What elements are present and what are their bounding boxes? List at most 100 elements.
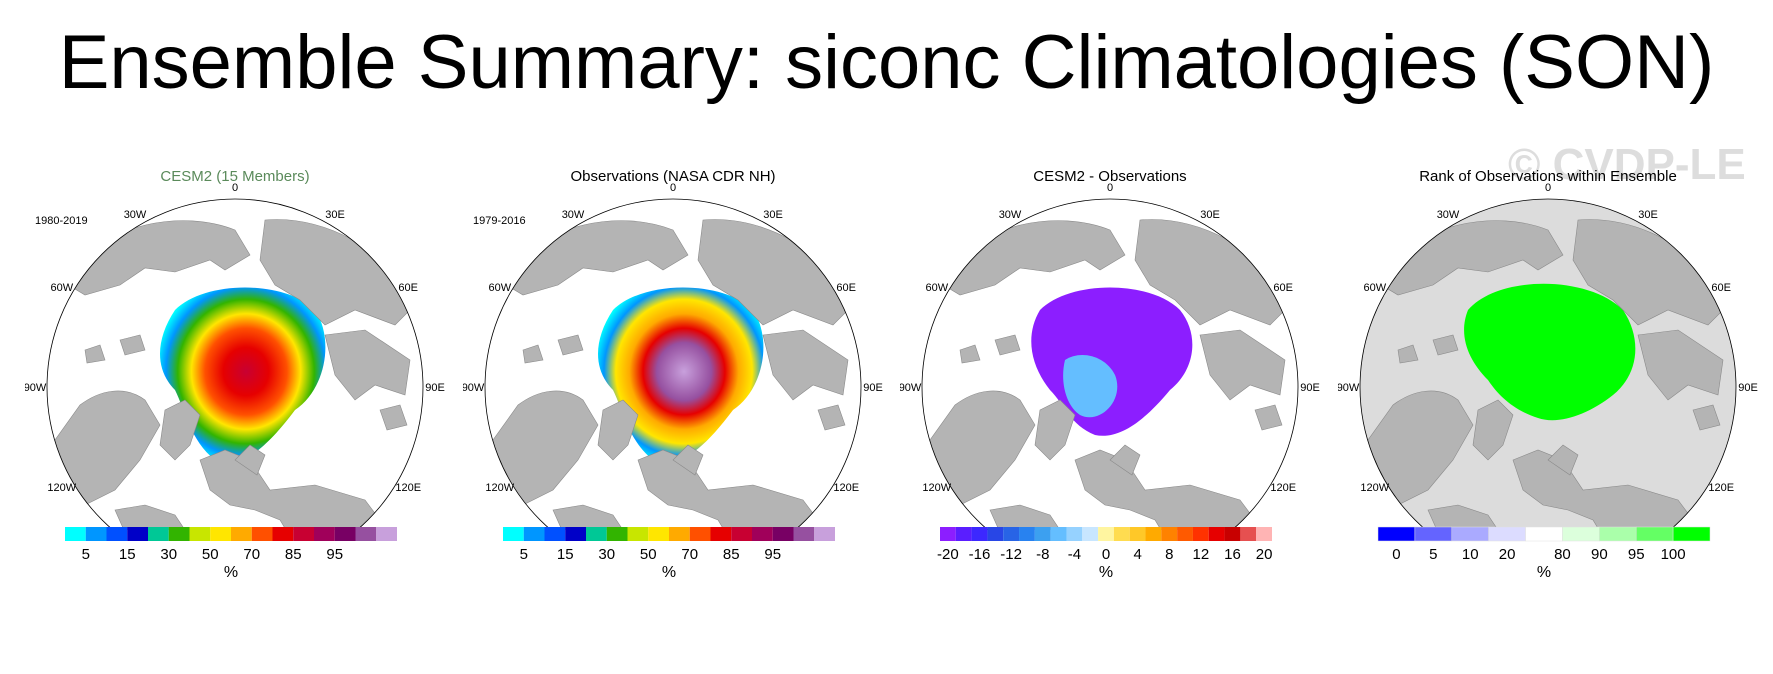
- colorbar-tick: -16: [969, 546, 991, 563]
- polar-map: 180150W150E120W120E90W90E60W60E30W30E0: [900, 182, 1320, 530]
- colorbar-tick: 20: [1499, 546, 1516, 563]
- colorbar-swatch: [955, 527, 972, 541]
- landmass: [994, 334, 1021, 356]
- colorbar-tick: 80: [1554, 546, 1571, 563]
- colorbar-tick: 95: [764, 546, 781, 563]
- lon-label-30e: 30E: [763, 209, 783, 221]
- sea-ice-field: [1464, 283, 1636, 421]
- colorbar-tick: 15: [119, 546, 136, 563]
- colorbar-swatch: [1635, 526, 1674, 542]
- colorbar-swatch: [1129, 527, 1146, 541]
- lon-label-90e: 90E: [425, 382, 445, 394]
- colorbar-swatch: [731, 527, 752, 541]
- colorbar-swatch: [272, 527, 294, 541]
- colorbar-swatch: [1192, 527, 1209, 541]
- colorbar-swatch: [376, 527, 397, 541]
- map-border: [921, 198, 1299, 530]
- colorbar-tick: -4: [1068, 546, 1081, 563]
- colorbar-swatch: [772, 527, 794, 541]
- colorbar-swatch: [231, 527, 252, 541]
- colorbar-tick: -12: [1000, 546, 1022, 563]
- colorbar: -20 -16 -12 -8 -4 0 4 8 12 16 20%: [937, 527, 1272, 581]
- colorbar-tick: 95: [326, 546, 343, 563]
- colorbar-swatch: [940, 527, 956, 541]
- colorbar-tick: -20: [937, 546, 959, 563]
- lon-label-90w: 90W: [463, 382, 485, 394]
- landmass: [557, 334, 584, 356]
- colorbar-swatch: [710, 527, 732, 541]
- colorbar-tick: 50: [202, 546, 219, 563]
- colorbar-tick: -8: [1036, 546, 1049, 563]
- colorbar-unit: %: [1537, 564, 1551, 581]
- lon-label-0: 0: [670, 182, 676, 194]
- land-mask: [929, 219, 1296, 530]
- lon-label-60w: 60W: [1363, 282, 1386, 294]
- lon-label-60w: 60W: [488, 282, 511, 294]
- colorbar-tick: 10: [1462, 546, 1479, 563]
- sea-ice-field: [598, 287, 764, 463]
- colorbar-tick: 5: [520, 546, 528, 563]
- colorbar-swatch: [987, 527, 1004, 541]
- colorbar-tick: 85: [723, 546, 740, 563]
- lon-label-90e: 90E: [863, 382, 883, 394]
- colorbar-swatch: [523, 527, 545, 541]
- landmass: [159, 399, 201, 461]
- watermark: © CVDP-LE: [1508, 140, 1746, 189]
- panel-title: Observations (NASA CDR NH): [570, 168, 776, 185]
- land-mask: [492, 219, 859, 530]
- lon-label-90e: 90E: [1300, 382, 1320, 394]
- lon-label-0: 0: [1107, 182, 1113, 194]
- colorbar-swatch: [65, 527, 86, 541]
- lon-label-30e: 30E: [325, 209, 345, 221]
- colorbar-tick: 0: [1392, 546, 1400, 563]
- colorbar-unit: %: [224, 564, 238, 581]
- colorbar-swatch: [1562, 526, 1600, 542]
- lon-label-30e: 30E: [1200, 209, 1220, 221]
- lon-label-120w: 120W: [485, 482, 514, 494]
- lon-label-90w: 90W: [900, 382, 922, 394]
- landmass: [1109, 444, 1141, 476]
- lon-label-90w: 90W: [1338, 382, 1360, 394]
- lon-label-0: 0: [232, 182, 238, 194]
- lon-label-120e: 120E: [1708, 482, 1734, 494]
- colorbar-swatch: [148, 527, 169, 541]
- landmass: [817, 404, 846, 431]
- lon-label-30e: 30E: [1638, 209, 1658, 221]
- panel-title: Rank of Observations within Ensemble: [1419, 168, 1677, 185]
- map-panel-observations: 180150W150E120W120E90W90E60W60E30W30E051…: [463, 160, 883, 660]
- lon-label-60e: 60E: [398, 282, 418, 294]
- colorbar-tick: 4: [1133, 546, 1141, 563]
- landmass: [762, 329, 849, 401]
- landmass: [1547, 444, 1579, 476]
- map-border: [1359, 198, 1737, 530]
- colorbar-swatch: [85, 527, 107, 541]
- map-panel-rank: 180150W150E120W120E90W90E60W60E30W30E005…: [1338, 160, 1758, 660]
- polar-map: 180150W150E120W120E90W90E60W60E30W30E0: [463, 182, 883, 530]
- land-mask: [1367, 219, 1734, 530]
- colorbar-swatch: [1145, 527, 1162, 541]
- lon-label-120w: 120W: [922, 482, 951, 494]
- colorbar-swatch: [1098, 527, 1114, 541]
- colorbar-tick: 50: [640, 546, 657, 563]
- landmass: [114, 504, 201, 530]
- lon-label-30w: 30W: [124, 209, 147, 221]
- lon-label-60e: 60E: [836, 282, 856, 294]
- colorbar-swatch: [627, 527, 649, 541]
- period-label: 1980-2019: [35, 215, 88, 227]
- landmass: [1472, 399, 1514, 461]
- colorbar-swatch: [669, 527, 690, 541]
- colorbar-tick: 12: [1193, 546, 1210, 563]
- figure-title: Ensemble Summary: siconc Climatologies (…: [58, 20, 1715, 105]
- landmass: [672, 444, 704, 476]
- colorbar-swatch: [1451, 526, 1489, 542]
- landmass: [597, 399, 639, 461]
- colorbar-tick: 15: [557, 546, 574, 563]
- colorbar-swatch: [168, 527, 190, 541]
- colorbar-swatch: [1034, 527, 1051, 541]
- colorbar-swatch: [1488, 526, 1526, 542]
- colorbar-unit: %: [1099, 564, 1113, 581]
- colorbar-swatch: [1224, 527, 1241, 541]
- landmass: [234, 444, 266, 476]
- lon-label-30w: 30W: [999, 209, 1022, 221]
- colorbar-swatch: [689, 527, 711, 541]
